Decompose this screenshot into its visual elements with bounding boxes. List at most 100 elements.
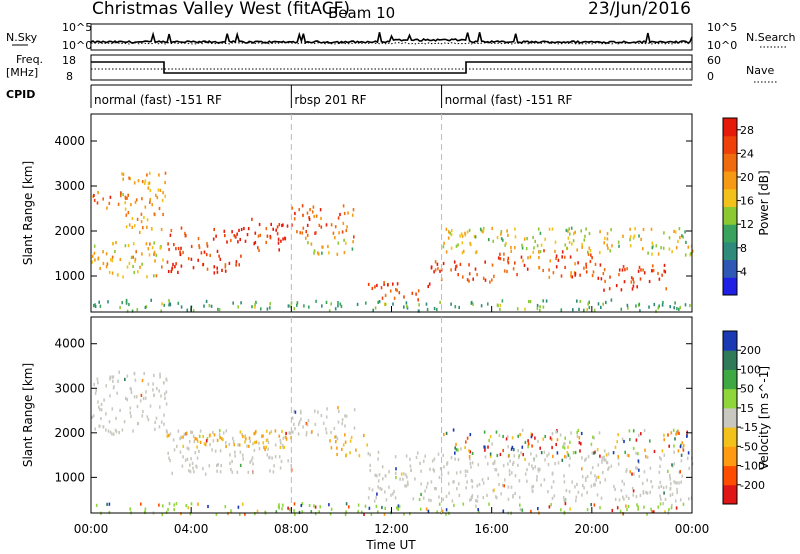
scatter-cell	[171, 471, 173, 475]
scatter-cell	[480, 304, 483, 308]
scatter-cell	[482, 230, 484, 234]
scatter-cell	[581, 493, 583, 497]
scatter-cell	[420, 492, 422, 497]
scatter-cell	[618, 273, 620, 277]
scatter-cell	[500, 237, 503, 241]
scatter-cell	[659, 494, 661, 498]
scatter-cell	[616, 440, 618, 444]
scatter-cell	[255, 440, 258, 444]
scatter-cell	[281, 443, 284, 447]
scatter-cell	[282, 436, 285, 440]
scatter-cell	[209, 253, 211, 257]
scatter-cell	[389, 289, 392, 293]
x-tick-label: 04:00	[174, 522, 209, 536]
scatter-cell	[458, 493, 461, 497]
scatter-cell	[510, 245, 512, 250]
scatter-cell	[128, 302, 130, 307]
scatter-cell	[142, 226, 144, 230]
scatter-cell	[305, 433, 308, 437]
scatter-cell	[334, 435, 336, 439]
scatter-cell	[334, 236, 336, 240]
scatter-cell	[103, 398, 105, 402]
scatter-cell	[521, 445, 524, 449]
scatter-cell	[470, 243, 472, 247]
scatter-cell	[219, 429, 221, 433]
scatter-cell	[384, 474, 387, 478]
scatter-cell	[474, 267, 477, 271]
scatter-cell	[106, 206, 108, 210]
scatter-cell	[277, 241, 280, 245]
scatter-cell	[462, 249, 465, 253]
colorbar-swatch	[723, 188, 737, 207]
scatter-cell	[507, 497, 510, 501]
scatter-cell	[353, 426, 356, 430]
scatter-cell	[302, 213, 304, 217]
scatter-cell	[557, 461, 560, 465]
scatter-cell	[239, 463, 242, 467]
scatter-cell	[639, 493, 642, 497]
scatter-cell	[351, 213, 354, 217]
scatter-cell	[454, 267, 457, 271]
scatter-cell	[460, 232, 463, 236]
scatter-cell	[536, 303, 539, 308]
colorbar-tick-label: -15	[740, 421, 758, 434]
colorbar-tick-label: 24	[740, 147, 754, 160]
scatter-cell	[674, 481, 677, 485]
scatter-cell	[661, 273, 663, 277]
scatter-cell	[155, 416, 158, 420]
scatter-cell	[573, 232, 575, 236]
scatter-cell	[298, 422, 300, 426]
scatter-cell	[403, 512, 405, 516]
scatter-cell	[204, 443, 207, 447]
scatter-cell	[596, 448, 599, 452]
scatter-cell	[383, 512, 386, 516]
scatter-cell	[568, 227, 570, 231]
scatter-cell	[499, 257, 502, 261]
scatter-cell	[513, 448, 515, 452]
scatter-cell	[242, 453, 244, 457]
scatter-cell	[466, 230, 469, 234]
scatter-cell	[164, 171, 167, 175]
scatter-cell	[117, 202, 120, 206]
scatter-cell	[230, 509, 232, 513]
scatter-cell	[361, 510, 363, 514]
scatter-cell	[310, 510, 313, 514]
scatter-cell	[600, 277, 603, 281]
scatter-cell	[126, 309, 129, 313]
scatter-cell	[636, 466, 639, 470]
scatter-cell	[638, 433, 640, 437]
y-tick-label: 4000	[54, 134, 85, 148]
scatter-cell	[581, 245, 583, 249]
scatter-cell	[635, 466, 637, 470]
scatter-cell	[393, 489, 395, 494]
scatter-cell	[163, 303, 165, 307]
scatter-cell	[216, 266, 218, 270]
scatter-cell	[216, 270, 219, 274]
scatter-cell	[441, 509, 444, 513]
scatter-cell	[549, 436, 552, 440]
scatter-cell	[173, 508, 175, 512]
freq-panel-frame	[90, 54, 693, 81]
scatter-cell	[448, 230, 450, 234]
scatter-cell	[632, 284, 635, 288]
scatter-cell	[221, 268, 223, 272]
scatter-cell	[300, 503, 303, 508]
scatter-cell	[651, 264, 654, 268]
scatter-cell	[136, 404, 139, 409]
scatter-cell	[549, 259, 552, 263]
scatter-cell	[91, 260, 93, 264]
scatter-cell	[625, 494, 628, 498]
scatter-cell	[511, 471, 513, 475]
scatter-cell	[534, 465, 536, 469]
scatter-cell	[668, 247, 671, 251]
scatter-cell	[379, 487, 381, 491]
scatter-cell	[561, 458, 564, 462]
scatter-cell	[676, 487, 678, 491]
scatter-cell	[635, 304, 637, 308]
scatter-cell	[136, 217, 139, 221]
cpid-segment-label: rbsp 201 RF	[294, 93, 366, 107]
colorbar-tick-label: 200	[740, 344, 761, 357]
scatter-cell	[495, 430, 498, 434]
scatter-cell	[567, 236, 570, 240]
colorbar-swatch	[723, 241, 737, 261]
